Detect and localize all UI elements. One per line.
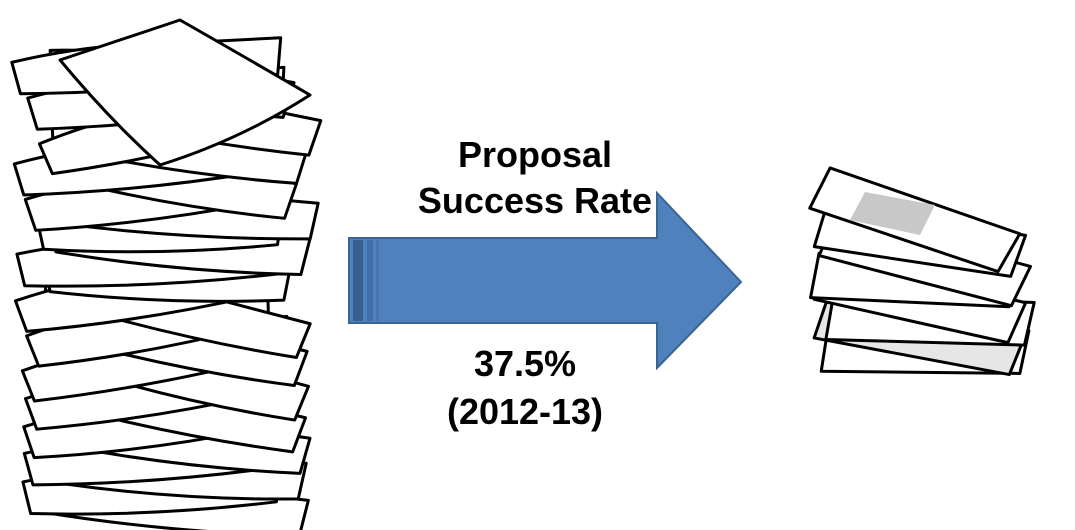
success-rate-period: (2012-13) [446,391,604,432]
tall-stack-top-sheet [58,18,312,167]
heading-line-1: Proposal [457,134,613,175]
tall-paper-stack-icon [10,18,323,530]
arrow-body [348,190,743,370]
arrow-stripe-2 [367,240,373,321]
heading-line-2: Success Rate [417,180,653,221]
success-rate-value-block: 37.5% (2012-13) [390,340,660,436]
arrow-stripe-1 [353,240,363,321]
short-paper-stack-icon [808,166,1036,377]
right-arrow-icon [348,190,743,370]
short-stack-text-block [850,192,935,235]
proposal-success-rate-heading: Proposal Success Rate [390,132,680,224]
arrow-stripe-3 [376,240,379,321]
success-rate-value: 37.5% [473,343,577,384]
